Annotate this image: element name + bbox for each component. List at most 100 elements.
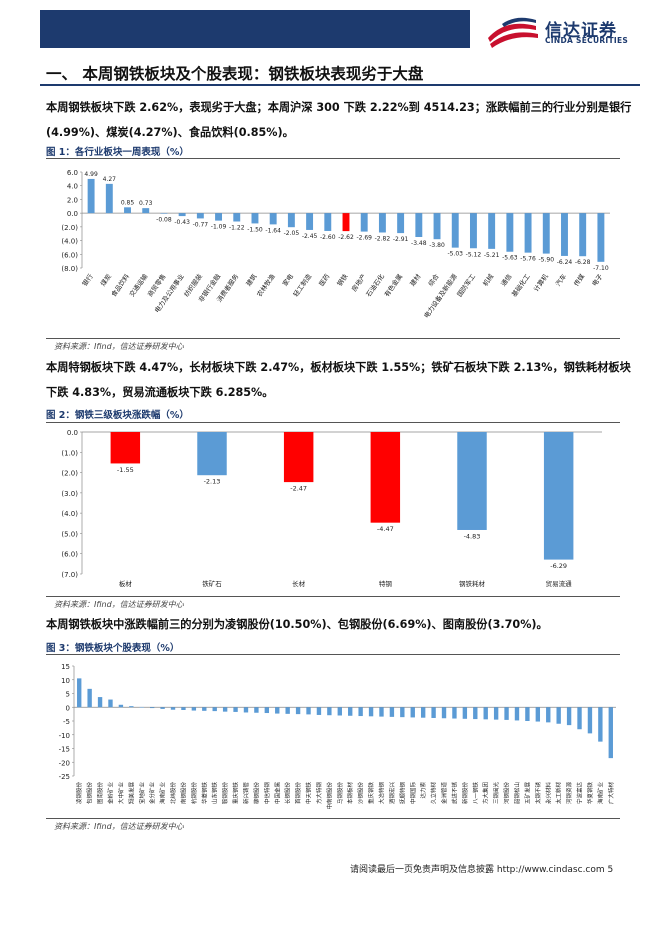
category-label: 大冶特钢 — [377, 782, 385, 805]
bar — [525, 707, 530, 721]
bar — [283, 432, 314, 483]
category-label: 宝地矿业 — [138, 782, 146, 805]
bar — [295, 707, 301, 715]
category-label: 农林牧渔 — [255, 272, 278, 299]
figure-2-title: 图 2：钢铁三级板块涨跌幅（%） — [46, 410, 189, 421]
y-tick-label: (6.0) — [61, 551, 78, 559]
category-label: 北纬股份 — [169, 782, 177, 805]
data-label: -6.29 — [550, 562, 567, 570]
data-label: -0.08 — [156, 217, 172, 224]
bar — [433, 213, 441, 240]
data-label: -1.55 — [117, 466, 134, 474]
bar — [561, 213, 568, 256]
bar — [493, 707, 499, 720]
category-label: 国防军工 — [455, 272, 478, 299]
data-label: -5.76 — [520, 256, 536, 263]
category-label: 南钢股份 — [179, 782, 187, 805]
category-label: 翔美发展 — [127, 782, 135, 805]
data-label: -3.48 — [411, 240, 427, 247]
category-label: 有色金属 — [382, 272, 404, 298]
bar — [348, 707, 353, 716]
category-label: 贸易流通 — [546, 579, 573, 588]
bar — [379, 707, 384, 717]
bar — [251, 213, 259, 224]
bar — [327, 707, 332, 716]
figure-3-top-rule — [46, 654, 620, 655]
category-label: 房地产 — [349, 272, 368, 294]
bar — [397, 213, 405, 234]
y-tick-label: (8.0) — [61, 265, 78, 273]
data-label: -6.28 — [575, 259, 591, 266]
data-label: -2.62 — [338, 234, 354, 241]
category-label: 海南矿业 — [596, 782, 604, 805]
bar — [191, 707, 197, 711]
y-tick-label: 15 — [61, 663, 70, 671]
bar — [324, 213, 332, 231]
bar — [514, 707, 520, 721]
y-tick-label: -25 — [59, 773, 70, 781]
category-label: 包钢股份 — [86, 782, 94, 805]
category-label: 新兴铸管 — [242, 782, 250, 805]
bar — [202, 707, 207, 711]
y-tick-label: -10 — [59, 732, 70, 740]
data-label: -2.60 — [320, 234, 336, 241]
bar — [110, 432, 141, 464]
category-label: 中南钢股份 — [325, 782, 333, 810]
category-label: 金分矿业 — [148, 782, 156, 805]
category-label: 板材 — [119, 579, 133, 588]
chart-1: 6.0 4.0 2.0 0.0 (2.0) (4.0) (6.0) (8.0) 4.99 银行 4.… — [61, 169, 610, 320]
category-label: 武进不锈 — [450, 782, 458, 805]
data-label: 4.27 — [103, 176, 117, 183]
category-label: 永兴材料 — [544, 782, 552, 805]
data-label: -5.90 — [539, 257, 555, 264]
category-label: 首钢股份 — [294, 782, 302, 805]
category-label: 长材 — [292, 579, 306, 588]
y-tick-label: -5 — [63, 718, 70, 726]
category-label: 中国金属 — [273, 782, 281, 804]
category-label: 五矿发展 — [523, 782, 531, 805]
category-label: 方大集团 — [482, 782, 490, 805]
category-label: 新钢股份 — [461, 782, 469, 805]
data-label: -2.69 — [356, 235, 372, 242]
paragraph-2: 本周特钢板块下跌 4.47%，长材板块下跌 2.47%，板材板块下跌 1.55%… — [46, 361, 631, 399]
category-label: 凌钢股份 — [75, 782, 83, 805]
category-label: 本钢板材 — [346, 782, 354, 805]
bar — [285, 707, 290, 714]
logo-cn: 信达证券 — [545, 21, 617, 41]
bar — [160, 707, 165, 709]
data-label: -2.82 — [375, 235, 391, 242]
title-rule — [40, 84, 640, 86]
figure-1-top-rule — [46, 158, 620, 159]
y-tick-label: 0.0 — [67, 210, 78, 218]
bar — [441, 707, 447, 719]
bar — [243, 707, 249, 713]
category-label: 太工新材 — [555, 782, 563, 805]
figure-3-title: 图 3：钢铁板块个股表现（%） — [46, 643, 180, 654]
paragraph-3: 本周钢铁板块中涨跌幅前三的分别为凌钢股份(10.50%)、包钢股份(6.69%)… — [46, 618, 548, 631]
data-label: -0.43 — [174, 219, 190, 226]
bar — [87, 178, 95, 214]
bar — [506, 213, 514, 252]
bar — [342, 213, 350, 232]
bar — [233, 213, 241, 222]
bar — [566, 707, 572, 726]
bar — [420, 707, 426, 718]
category-label: 山东钢铁 — [211, 782, 219, 805]
y-tick-label: 0.0 — [67, 429, 78, 437]
y-tick-label: (3.0) — [61, 490, 78, 498]
bar — [431, 707, 436, 718]
bar — [504, 707, 509, 720]
y-tick-label: -20 — [59, 759, 70, 767]
category-label: 汽车 — [553, 272, 568, 288]
bar — [400, 707, 405, 718]
data-label: -2.91 — [393, 236, 409, 243]
category-label: 电力设备及新能源 — [422, 272, 459, 320]
bar — [197, 432, 227, 476]
category-label: 鞍钢股份 — [221, 782, 229, 805]
bar — [124, 207, 131, 214]
bar — [546, 707, 551, 723]
bar — [473, 707, 478, 720]
bar — [451, 213, 459, 248]
category-label: 河钢资源 — [565, 782, 573, 805]
category-label: 传媒 — [571, 272, 586, 288]
